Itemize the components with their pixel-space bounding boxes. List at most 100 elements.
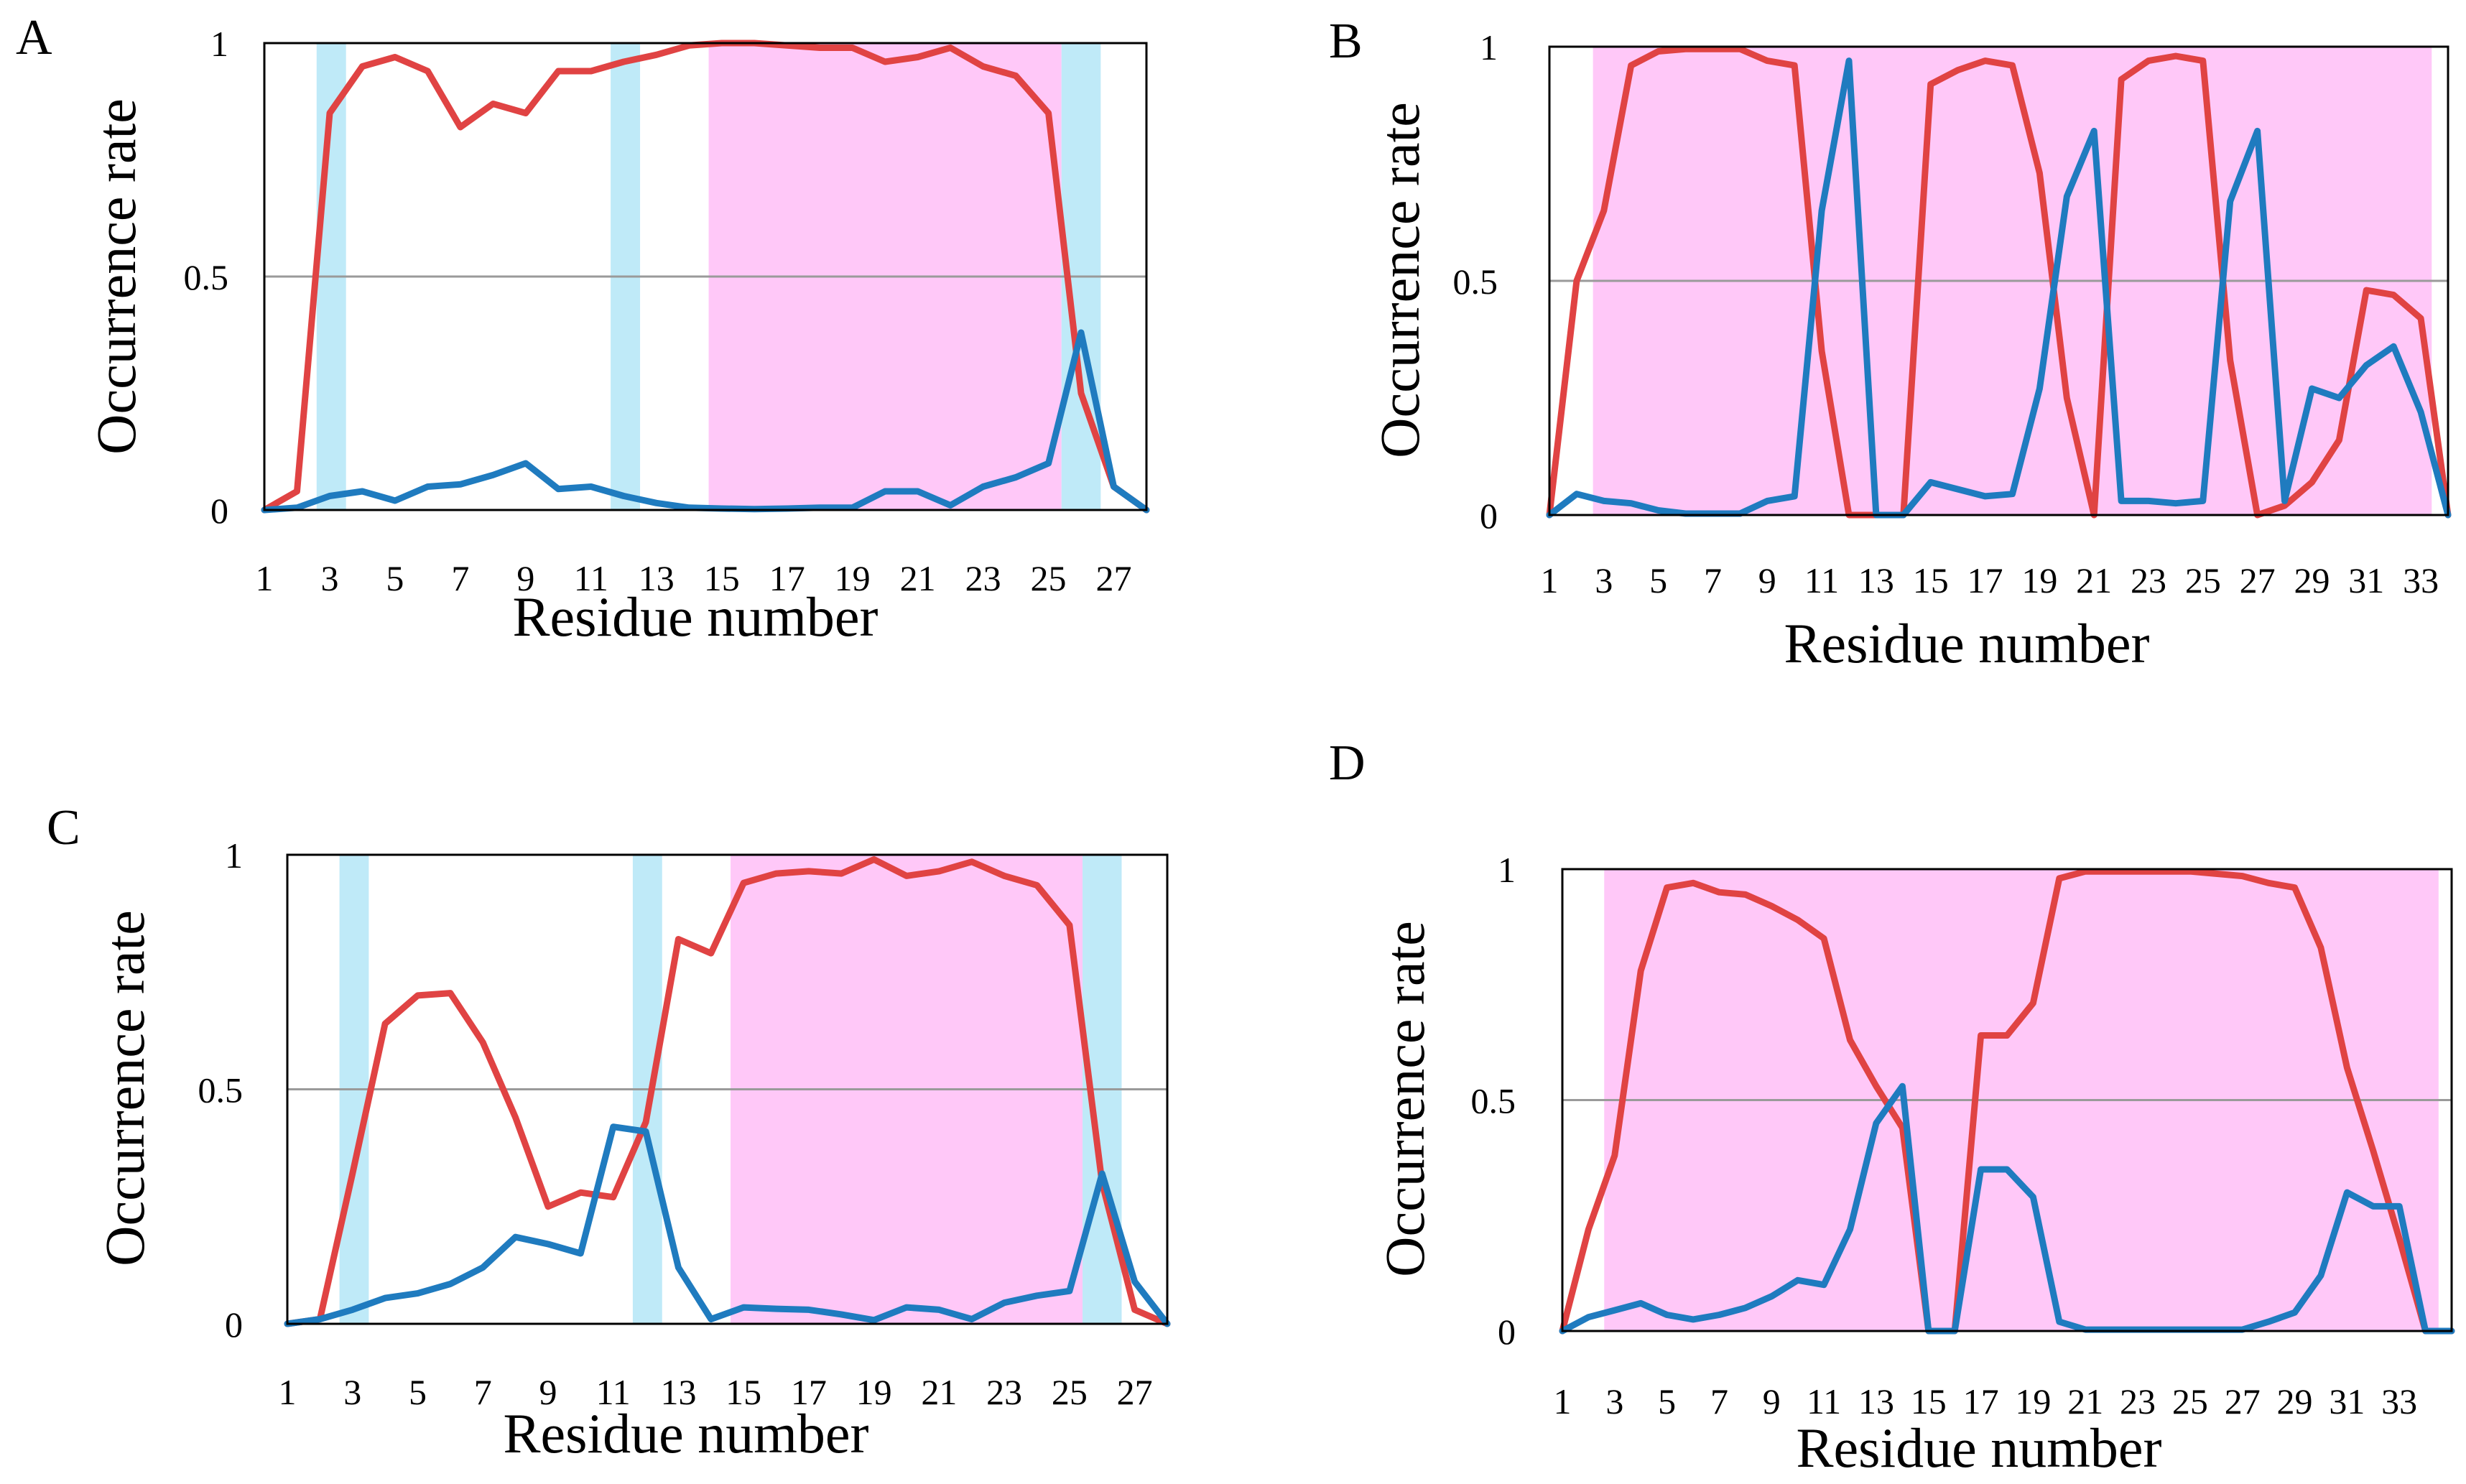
panel-c-x-tick-label: 5 (409, 1372, 427, 1412)
panel-b-x-tick-label: 15 (1913, 560, 1949, 600)
panel-a-y-tick-label: 0 (210, 491, 228, 531)
panel-b-blue-series-line (1546, 57, 2452, 519)
panel-a-y-tick-label: 1 (210, 24, 228, 64)
panel-b-x-tick-label: 29 (2294, 560, 2330, 600)
panel-c-x-tick-label: 9 (539, 1372, 557, 1412)
panel-d-x-tick-label: 25 (2172, 1381, 2208, 1422)
panel-a-letter: A (16, 10, 52, 65)
panel-a-x-tick-label: 27 (1096, 558, 1132, 598)
panel-d-x-tick-label: 23 (2120, 1381, 2156, 1422)
panel-d-x-axis-title: Residue number (1796, 1416, 2161, 1479)
panel-c-x-tick-label: 21 (921, 1372, 957, 1412)
panel-b-x-axis-title: Residue number (1784, 612, 2149, 674)
panel-d-x-tick-label: 27 (2225, 1381, 2261, 1422)
panel-b-y-axis-title: Occurrence rate (1368, 102, 1431, 458)
panel-b-x-tick-label: 23 (2131, 560, 2166, 600)
panel-d-x-tick-label: 21 (2067, 1381, 2103, 1422)
panel-b-y-tick-labels: 00.51 (1453, 27, 1498, 536)
panel-d-x-tick-label: 31 (2329, 1381, 2365, 1422)
panel-c-x-tick-label: 11 (596, 1372, 631, 1412)
panel-b-letter: B (1329, 14, 1363, 69)
panel-b-x-tick-label: 25 (2185, 560, 2221, 600)
panel-b-y-tick-label: 0 (1480, 496, 1498, 536)
panel-a-x-tick-label: 11 (574, 558, 608, 598)
panel-a-y-tick-label: 0.5 (184, 257, 229, 297)
panel-c-x-tick-label: 1 (279, 1372, 297, 1412)
panel-b-x-tick-label: 1 (1541, 560, 1559, 600)
panel-c-letter: C (47, 800, 80, 855)
panel-d-x-tick-label: 29 (2277, 1381, 2313, 1422)
panel-d-series (1559, 868, 2455, 1335)
panel-a-series (261, 40, 1150, 514)
panel-d-blue-series-line (1559, 1082, 2455, 1335)
panel-a: 00.51 1 3 5 7 9 11 13 15 17 19 21 23 25 27 A Occurren… (16, 10, 1150, 648)
panel-b-x-tick-label: 17 (1967, 560, 2003, 600)
panel-b-y-tick-label: 1 (1480, 27, 1498, 68)
panel-c-x-tick-label: 3 (343, 1372, 361, 1412)
panel-d-x-tick-label: 33 (2381, 1381, 2417, 1422)
panel-a-x-tick-label: 3 (320, 558, 338, 598)
panel-c-x-tick-label: 19 (856, 1372, 892, 1412)
panel-c-x-tick-label: 25 (1052, 1372, 1088, 1412)
panel-d-letter: D (1329, 736, 1366, 791)
panel-c-x-tick-label: 15 (726, 1372, 761, 1412)
panel-d: 00.51 1 3 5 7 9 11 13 15 17 19 21 23 25 27 29 31 33 D Oc… (1329, 736, 2455, 1479)
panel-b: 00.51 1 3 5 7 9 11 13 15 17 19 21 23 25 27 29 31 33 B Oc… (1329, 14, 2452, 674)
panel-b-plot-frame (1548, 45, 2449, 516)
panel-a-x-tick-label: 19 (835, 558, 871, 598)
panel-c-x-axis-title: Residue number (503, 1402, 868, 1465)
panel-d-x-tick-label: 3 (1605, 1381, 1623, 1422)
panel-a-red-series-line (261, 40, 1150, 514)
panel-a-x-tick-label: 13 (639, 558, 675, 598)
panel-b-x-tick-label: 31 (2348, 560, 2384, 600)
panel-c-y-tick-label: 0.5 (198, 1070, 244, 1110)
panel-c-y-axis-title: Occurrence rate (93, 910, 156, 1266)
panel-d-x-tick-labels: 1 3 5 7 9 11 13 15 17 19 21 23 25 27 29 31 33 (1554, 1381, 2418, 1422)
panel-b-x-tick-labels: 1 3 5 7 9 11 13 15 17 19 21 23 25 27 29 31 33 (1541, 560, 2439, 600)
panel-a-plot-frame (263, 42, 1148, 511)
panel-b-x-tick-label: 7 (1704, 560, 1722, 600)
panel-a-x-tick-label: 15 (704, 558, 740, 598)
panel-b-x-tick-label: 19 (2021, 560, 2057, 600)
panel-a-y-tick-labels: 00.51 (184, 24, 229, 531)
panel-a-x-tick-label: 5 (386, 558, 404, 598)
panel-d-y-tick-label: 0.5 (1471, 1081, 1516, 1121)
panel-c-red-series-line (284, 856, 1171, 1327)
panel-b-x-tick-label: 3 (1595, 560, 1613, 600)
panel-b-x-tick-label: 13 (1858, 560, 1894, 600)
panel-a-x-tick-label: 21 (900, 558, 936, 598)
panel-d-x-tick-label: 17 (1963, 1381, 1999, 1422)
panel-b-series (1546, 45, 2452, 519)
panel-d-x-tick-label: 7 (1710, 1381, 1728, 1422)
panel-a-x-tick-label: 17 (769, 558, 805, 598)
panel-a-x-tick-label: 1 (256, 558, 274, 598)
panel-b-x-tick-label: 9 (1758, 560, 1776, 600)
panel-b-x-tick-label: 21 (2076, 560, 2112, 600)
panel-d-x-tick-label: 19 (2015, 1381, 2051, 1422)
panel-c-x-tick-label: 27 (1117, 1372, 1153, 1412)
panel-c-y-tick-label: 1 (225, 835, 243, 876)
panel-d-y-tick-label: 0 (1498, 1312, 1516, 1352)
panel-c-x-tick-label: 13 (660, 1372, 696, 1412)
panel-c-plot-frame (286, 853, 1169, 1325)
panel-c-series (284, 856, 1171, 1327)
panel-a-x-tick-label: 9 (516, 558, 534, 598)
panel-a-x-tick-label: 23 (965, 558, 1001, 598)
panel-c-x-tick-label: 23 (986, 1372, 1022, 1412)
panel-b-x-tick-label: 11 (1804, 560, 1839, 600)
panel-d-x-tick-label: 5 (1658, 1381, 1676, 1422)
panel-c: 00.51 1 3 5 7 9 11 13 15 17 19 21 23 25 27 C Occurren… (47, 800, 1171, 1465)
panel-b-y-tick-label: 0.5 (1453, 261, 1498, 302)
panel-b-red-series-line (1546, 45, 2452, 519)
panel-d-x-tick-label: 15 (1911, 1381, 1947, 1422)
panel-d-plot-frame (1561, 868, 2453, 1332)
panel-b-x-tick-label: 33 (2403, 560, 2439, 600)
panel-a-x-tick-label: 25 (1031, 558, 1067, 598)
panel-c-x-tick-label: 17 (791, 1372, 827, 1412)
panel-a-x-axis-title: Residue number (512, 585, 878, 648)
panel-d-x-tick-label: 13 (1858, 1381, 1894, 1422)
panel-d-y-axis-title: Occurrence rate (1373, 921, 1436, 1277)
panel-a-y-axis-title: Occurrence rate (85, 98, 147, 455)
panel-a-x-tick-label: 7 (451, 558, 469, 598)
